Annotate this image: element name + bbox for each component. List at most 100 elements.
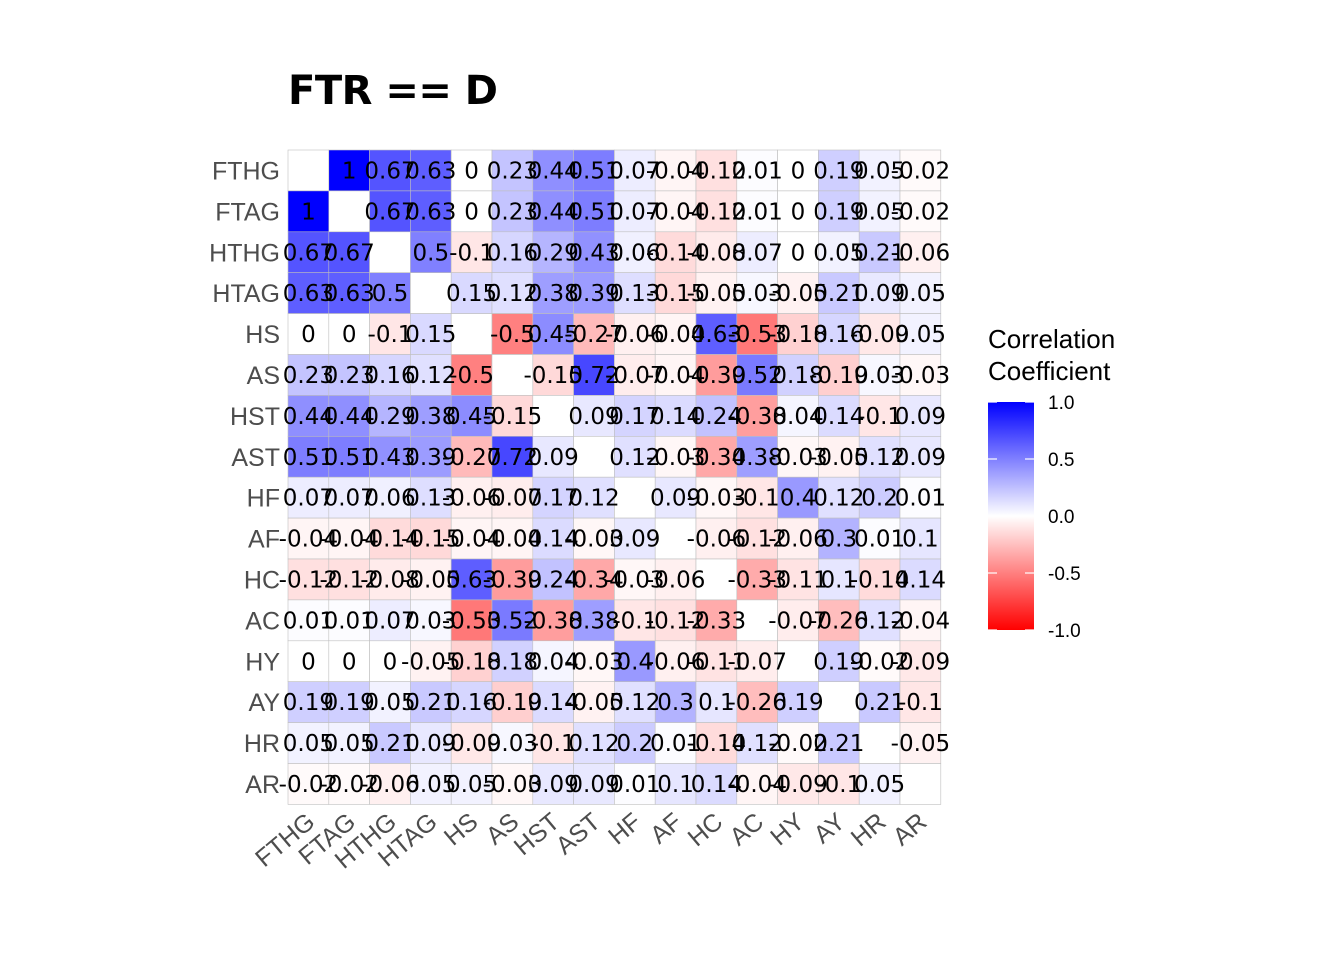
x-tick-label: HC [683,808,729,853]
cell-value-label: 0.52 [732,363,783,389]
heatmap-cell [450,763,493,805]
x-tick-label: HF [603,808,647,851]
cell-value-label: -0.02 [279,772,339,798]
heatmap-cell [410,435,452,478]
cell-value-label: 0.29 [364,404,415,430]
cell-value-label: 0.14 [895,567,946,593]
y-tick-label: HR [244,730,280,758]
heatmap-cell [695,640,738,682]
heatmap-cell [736,599,778,642]
cell-value-label: -0.03 [687,486,747,512]
heatmap-cell [777,435,819,478]
cell-value-label: 0.16 [446,690,497,716]
legend-tick-label: 1.0 [1048,393,1074,414]
cell-value-label: -0.53 [727,322,787,348]
heatmap-cell [410,763,452,805]
cell-value-label: -0.05 [809,445,869,471]
y-tick-label: HC [244,566,280,594]
cell-value-label: -0.39 [687,363,747,389]
cell-value-label: -0.06 [360,772,420,798]
cell-value-label: -0.05 [401,649,461,675]
heatmap-cell [328,149,370,192]
heatmap-cell [491,558,534,601]
heatmap-cell [614,476,656,519]
heatmap-cell [573,190,615,233]
cell-value-label: 0 [342,322,357,348]
cell-value-label: 0.3 [821,527,858,553]
heatmap-cell [410,640,452,682]
heatmap-cell [573,149,615,192]
cell-value-label: 0.44 [324,404,375,430]
cell-value-label: -0.34 [564,567,624,593]
heatmap-cell [818,722,860,764]
heatmap-cell [818,435,860,478]
cell-value-label: 0.16 [487,240,538,266]
cell-value-label: 0.38 [568,608,619,634]
cell-value-label: 0.23 [283,363,334,389]
cell-value-label: 0.01 [732,199,783,225]
cell-value-label: 0.12 [609,445,660,471]
heatmap-cell [532,395,574,437]
cell-value-label: 0.15 [405,322,456,348]
heatmap-cell [491,722,534,764]
cell-value-label: 0.09 [854,281,905,307]
cell-value-label: 0.12 [405,363,456,389]
cell-value-label: 0 [791,158,806,184]
cell-value-label: -0.5 [449,363,494,389]
cell-value-label: 0.19 [283,690,334,716]
cell-value-label: 0.19 [324,690,375,716]
x-axis: FTHGFTAGHTHGHTAGHSASHSTASTHFAFHCACHYAYHR… [250,807,932,874]
heatmap-cell [532,558,574,601]
x-tick-label: HR [846,808,892,853]
cell-value-label: 0.3 [657,690,694,716]
cell-value-label: -0.27 [564,322,624,348]
cell-value-label: 0.43 [568,240,619,266]
cell-value-label: 0.63 [446,567,497,593]
heatmap-cell [695,231,738,274]
x-tick-label: AC [724,808,769,852]
y-tick-label: HTAG [212,280,280,308]
cell-value-label: 0.2 [861,486,898,512]
legend-tick-label: 0.5 [1048,450,1074,471]
y-tick-label: AF [248,526,280,554]
heatmap-cell [491,190,534,233]
cell-value-label: -0.12 [279,567,339,593]
y-tick-label: AST [231,444,280,472]
cell-value-label: -0.15 [483,404,543,430]
cell-value-label: 0.12 [854,445,905,471]
heatmap-cell [777,558,819,601]
cell-value-label: 0.63 [691,322,742,348]
cell-value-label: -0.03 [564,649,624,675]
cell-value-label: 0.09 [528,772,579,798]
heatmap-cell [573,476,615,519]
cell-value-label: -0.06 [646,567,706,593]
heatmap-cell [450,517,493,560]
heatmap-cell [899,435,942,478]
cell-value-label: 0.1 [657,772,694,798]
cell-value-label: 0.67 [364,158,415,184]
heatmap-cell [573,681,615,723]
heatmap-cell [818,640,860,682]
cell-value-label: -0.05 [564,690,624,716]
cell-value-label: -0.03 [768,445,828,471]
cell-value-label: 0.18 [487,649,538,675]
cell-value-label: 0.39 [405,445,456,471]
cell-value-label: 0.03 [487,731,538,757]
cell-value-label: 0.23 [487,199,538,225]
heatmap-cell [818,558,860,601]
cell-value-label: 0.19 [772,690,823,716]
cell-value-label: 0.14 [691,772,742,798]
cell-value-label: 0.12 [813,486,864,512]
cell-value-label: 0.51 [568,158,619,184]
cell-value-label: 0.24 [691,404,742,430]
cell-value-label: -0.06 [891,240,951,266]
heatmap-cell [777,681,819,723]
cell-value-label: 0.67 [283,240,334,266]
heatmap-cell [736,395,778,437]
y-tick-label: AY [249,689,281,717]
cell-value-label: 0.51 [568,199,619,225]
cell-value-label: 0.52 [487,608,538,634]
cell-value-label: -0.15 [646,281,706,307]
cell-value-label: 0.17 [609,404,660,430]
cell-value-label: 0.21 [854,240,905,266]
